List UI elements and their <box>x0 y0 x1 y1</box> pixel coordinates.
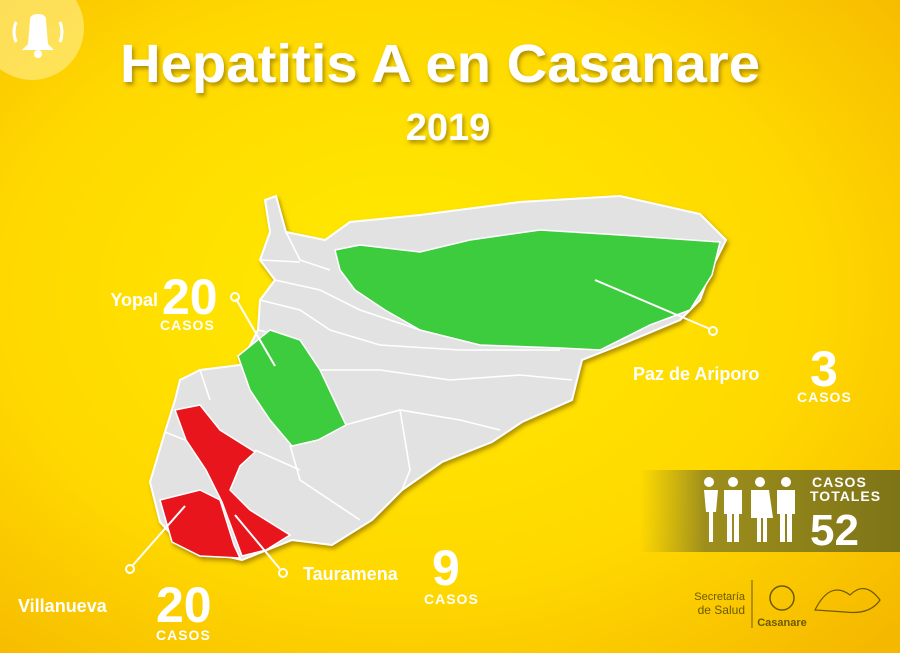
footer-logos: Secretaría de Salud Casanare <box>694 580 881 629</box>
tauramena-callout: Tauramena 9 CASOS <box>234 514 479 607</box>
crest-icon <box>769 585 795 611</box>
municipality-name: Paz de Ariporo <box>633 364 759 384</box>
person-head <box>704 477 714 487</box>
case-count: 20 <box>162 269 218 325</box>
municipality-name: Tauramena <box>303 564 399 584</box>
case-unit: CASOS <box>424 591 479 607</box>
villanueva-area <box>159 489 242 559</box>
total-label-line1: CASOS <box>812 474 867 490</box>
total-panel: CASOS TOTALES 52 <box>640 470 900 555</box>
secretaria-line2: de Salud <box>698 603 745 617</box>
person-body <box>724 490 742 542</box>
title: Hepatitis A en Casanare <box>120 34 760 94</box>
case-unit: CASOS <box>797 389 852 405</box>
bell-waves <box>12 21 64 43</box>
secretaria-line1: Secretaría <box>694 591 746 603</box>
callout-dot <box>230 292 240 302</box>
case-unit: CASOS <box>160 317 215 333</box>
callout-line <box>235 298 276 367</box>
callout-line <box>132 505 186 566</box>
villanueva-callout: Villanueva 20 CASOS <box>18 505 212 643</box>
person-body <box>777 490 795 542</box>
slogan-logo <box>814 588 881 614</box>
bell-icon <box>22 14 54 50</box>
case-count: 20 <box>156 577 212 633</box>
total-count: 52 <box>810 506 859 555</box>
yopal-callout: Yopal 20 CASOS <box>110 269 276 367</box>
person-head <box>755 477 765 487</box>
municipality-name: Villanueva <box>18 596 108 616</box>
callout-line <box>594 279 711 330</box>
brand: Casanare <box>757 617 807 629</box>
case-count: 3 <box>810 341 838 397</box>
person-head <box>728 477 738 487</box>
case-unit: CASOS <box>156 627 211 643</box>
bell-clapper <box>34 50 42 58</box>
callout-dot <box>125 564 135 574</box>
map <box>148 194 728 562</box>
municipality-name: Yopal <box>110 290 158 310</box>
tauramena-area <box>173 404 292 557</box>
year: 2019 <box>406 107 491 149</box>
callout-line <box>234 514 281 570</box>
bell-badge <box>0 0 84 80</box>
person-body <box>700 490 718 542</box>
case-count: 9 <box>432 540 460 596</box>
callout-dot <box>708 326 718 336</box>
person-head <box>781 477 791 487</box>
people-icons <box>700 477 795 542</box>
callout-dot <box>278 568 288 578</box>
person-body <box>751 490 773 542</box>
yopal-area <box>237 329 347 447</box>
total-label-line2: TOTALES <box>810 488 881 504</box>
paz-de-ariporo-area <box>334 229 721 351</box>
paz-callout: Paz de Ariporo 3 CASOS <box>594 279 852 405</box>
